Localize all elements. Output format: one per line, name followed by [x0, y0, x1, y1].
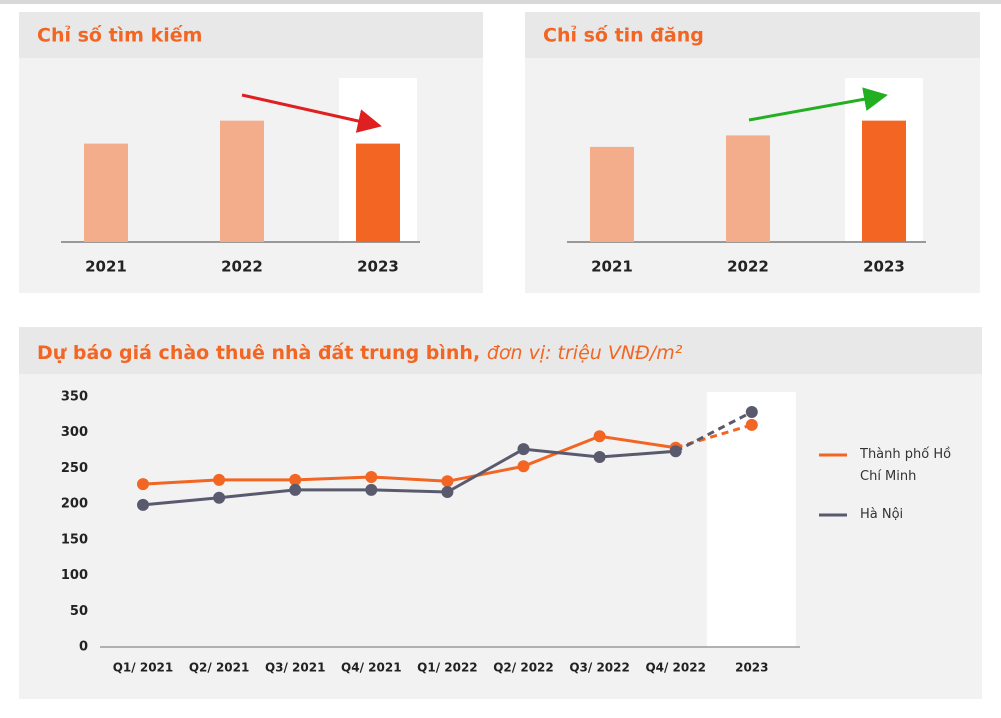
point — [745, 406, 758, 418]
point — [441, 475, 454, 488]
point — [593, 451, 606, 463]
chart: Dự báo giá chào thuê nhà đất trung bình,… — [37, 341, 952, 675]
point — [517, 443, 530, 456]
series-line — [142, 434, 676, 486]
point — [365, 471, 378, 483]
x-tick-label: Q4/ 2021 — [341, 661, 402, 675]
y-tick-label: 350 — [61, 390, 88, 405]
panel-header — [19, 327, 982, 374]
y-tick-label: 250 — [61, 461, 88, 476]
y-tick-label: 50 — [70, 604, 88, 619]
panel — [19, 327, 982, 699]
bar — [356, 143, 400, 242]
chart-title: Dự báo giá chào thuê nhà đất trung bình,… — [37, 341, 683, 364]
legend-label: Hà Nội — [860, 507, 904, 522]
trend-arrow — [241, 93, 382, 133]
x-tick-label: 2021 — [591, 258, 633, 276]
legend-label: Thành phố Hồ Chí Minh — [860, 447, 952, 484]
forecast-line — [675, 410, 753, 453]
point — [289, 473, 302, 486]
x-tick-label: Q4/ 2022 — [645, 661, 706, 675]
bar — [84, 143, 128, 242]
x-tick-label: Q3/ 2021 — [265, 661, 326, 675]
chart: Chỉ số tìm kiếm 2021 2022 2023 — [37, 24, 420, 276]
x-tick-label: Q2/ 2022 — [493, 661, 554, 675]
point — [137, 498, 149, 511]
top-bar — [0, 0, 1001, 4]
point — [213, 491, 226, 504]
chart-title: Chỉ số tin đăng — [543, 24, 704, 47]
point — [213, 473, 226, 486]
y-tick-label: 0 — [79, 640, 88, 655]
bar — [220, 120, 264, 242]
highlight — [706, 392, 796, 647]
point — [593, 430, 606, 443]
x-tick-label: 2022 — [221, 258, 263, 276]
legend-label-box: Thành phố Hồ Chí Minh — [860, 447, 952, 484]
point — [745, 418, 758, 431]
y-tick-label: 100 — [61, 568, 88, 583]
subtitle: đơn vị: triệu VNĐ/m² — [487, 342, 683, 364]
panel-header — [19, 12, 483, 58]
y-tick-label: 300 — [61, 425, 88, 440]
x-tick-label: Q1/ 2021 — [113, 661, 174, 675]
legend-label-box: Hà Nội — [860, 507, 904, 522]
bar — [590, 146, 634, 242]
point — [137, 478, 149, 491]
x-tick-label: 2022 — [727, 258, 769, 276]
chart: Chỉ số tin đăng 2021 2022 2023 — [543, 24, 926, 276]
point — [289, 483, 302, 496]
x-tick-label: Q1/ 2022 — [417, 661, 478, 675]
title-main: Dự báo giá chào thuê nhà đất trung bình, — [37, 341, 480, 364]
x-tick-label: 2023 — [863, 258, 905, 276]
x-tick-label: 2023 — [735, 661, 768, 675]
point — [517, 460, 530, 473]
series-line — [142, 447, 676, 507]
chart-title: Chỉ số tìm kiếm — [37, 24, 202, 47]
x-tick-label: 2023 — [357, 258, 399, 276]
point — [365, 483, 378, 496]
trend-arrow — [748, 87, 888, 122]
bar — [726, 135, 770, 242]
y-tick-label: 150 — [61, 532, 88, 547]
x-tick-label: 2021 — [85, 258, 127, 276]
x-tick-label: Q3/ 2022 — [569, 661, 630, 675]
y-tick-label: 200 — [61, 497, 88, 512]
point — [441, 486, 454, 498]
bar — [862, 120, 906, 242]
panel-header — [525, 12, 980, 58]
x-tick-label: Q2/ 2021 — [189, 661, 250, 675]
point — [669, 445, 682, 458]
